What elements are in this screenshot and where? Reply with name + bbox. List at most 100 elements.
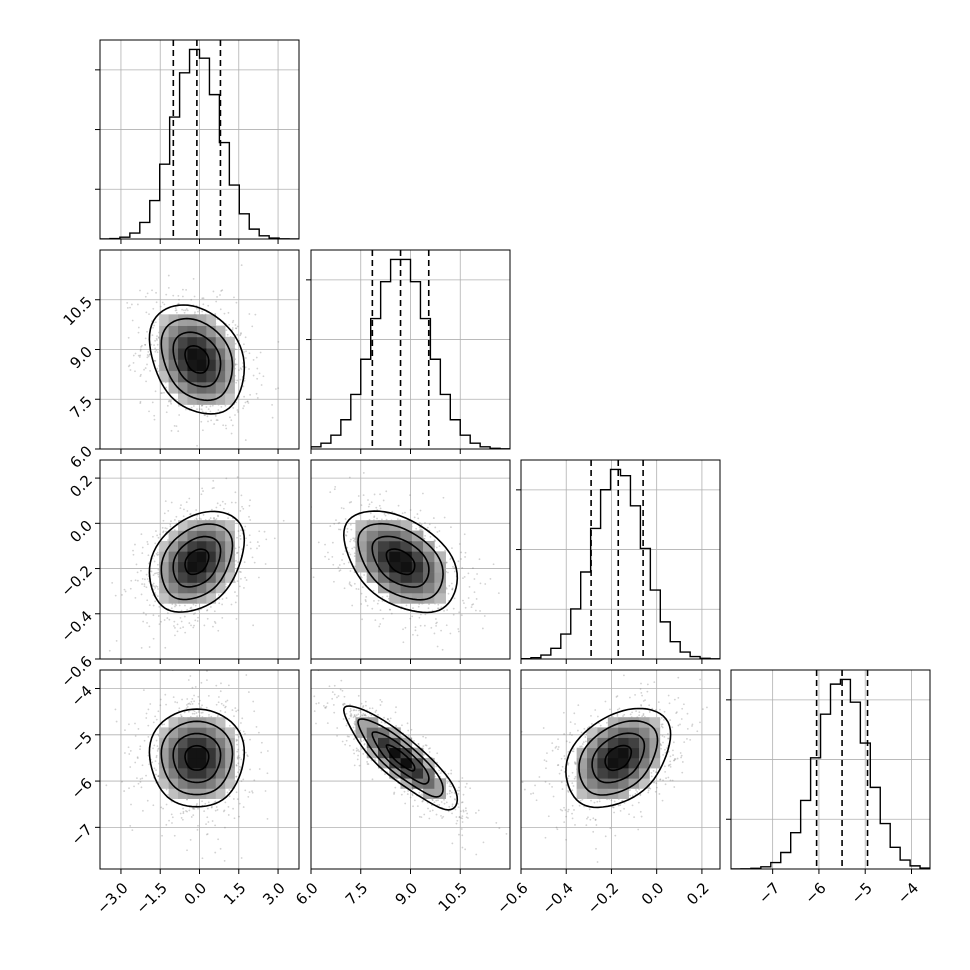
scatter-point (350, 501, 353, 503)
scatter-point (157, 568, 160, 571)
scatter-point (350, 528, 353, 531)
histogram-step (311, 258, 510, 449)
scatter-point (407, 729, 410, 732)
density-cell (206, 592, 217, 604)
scatter-point (156, 343, 159, 346)
scatter-point (567, 775, 570, 777)
scatter-point (236, 552, 238, 554)
scatter-point (418, 815, 421, 818)
density-cell (377, 530, 390, 542)
scatter-point (173, 529, 176, 531)
scatter-point (344, 518, 347, 520)
scatter-point (324, 706, 327, 709)
scatter-point (484, 583, 487, 585)
density-cell (366, 561, 379, 573)
density-cell (187, 393, 198, 405)
scatter-point (445, 801, 448, 804)
scatter-point (353, 538, 356, 541)
scatter-point (401, 512, 404, 515)
scatter-point (475, 598, 478, 600)
scatter-point (389, 608, 392, 611)
density-cell (411, 540, 424, 552)
density-cell (355, 530, 368, 542)
scatter-point (463, 576, 466, 578)
density-panel-1-0 (95, 249, 300, 454)
scatter-point (355, 747, 358, 750)
scatter-point (152, 614, 155, 617)
scatter-point (173, 519, 176, 521)
scatter-point (238, 815, 240, 818)
scatter-point (423, 624, 426, 627)
scatter-point (235, 327, 238, 330)
scatter-point (232, 319, 235, 322)
scatter-point (198, 702, 200, 705)
scatter-point (244, 366, 247, 369)
scatter-point (180, 715, 183, 718)
scatter-point (141, 552, 144, 555)
scatter-point (146, 330, 148, 333)
scatter-point (195, 509, 198, 511)
scatter-point (421, 793, 423, 796)
scatter-point (464, 848, 467, 851)
scatter-point (206, 609, 208, 612)
scatter-point (121, 594, 123, 596)
density-cell (178, 727, 188, 738)
scatter-point (343, 695, 346, 698)
scatter-point (186, 510, 189, 512)
scatter-point (337, 522, 340, 525)
scatter-point (388, 608, 391, 611)
scatter-point (342, 718, 345, 720)
density-cell (225, 561, 235, 573)
scatter-point (451, 803, 454, 806)
scatter-point (244, 789, 247, 792)
scatter-point (245, 537, 247, 540)
scatter-point (415, 527, 418, 530)
density-cell (159, 370, 169, 383)
scatter-point (342, 507, 345, 510)
scatter-point (234, 342, 237, 345)
scatter-point (427, 747, 430, 750)
scatter-point (227, 517, 229, 520)
scatter-point (149, 703, 152, 705)
scatter-point (429, 810, 432, 813)
scatter-point (171, 603, 174, 606)
scatter-point (235, 710, 238, 713)
scatter-point (437, 603, 440, 606)
density-cell (178, 530, 188, 542)
scatter-point (234, 591, 236, 593)
scatter-point (429, 747, 431, 750)
scatter-point (243, 529, 246, 532)
scatter-point (206, 617, 209, 620)
scatter-point (211, 820, 214, 822)
scatter-point (152, 721, 155, 724)
scatter-point (458, 816, 461, 819)
scatter-point (227, 805, 230, 808)
scatter-point (360, 702, 363, 705)
scatter-point (350, 714, 353, 717)
scatter-point (205, 823, 207, 825)
scatter-point (436, 621, 438, 624)
scatter-point (258, 372, 261, 375)
scatter-point (395, 724, 397, 727)
scatter-point (228, 789, 231, 791)
scatter-point (358, 764, 361, 767)
scatter-point (313, 695, 316, 698)
scatter-point (230, 432, 233, 435)
scatter-point (248, 791, 251, 794)
contour-line (160, 720, 234, 796)
density-cell (389, 530, 401, 542)
scatter-point (200, 518, 202, 521)
scatter-point (246, 754, 249, 757)
scatter-point (239, 334, 242, 337)
scatter-point (256, 397, 259, 399)
scatter-point (157, 748, 159, 750)
scatter-point (240, 780, 243, 783)
scatter-point (169, 523, 172, 526)
scatter-point (143, 583, 146, 586)
scatter-point (134, 352, 137, 355)
scatter-point (479, 610, 481, 612)
contour-line (148, 708, 246, 808)
scatter-point (434, 775, 437, 778)
scatter-point (171, 816, 174, 819)
scatter-point (332, 704, 335, 706)
